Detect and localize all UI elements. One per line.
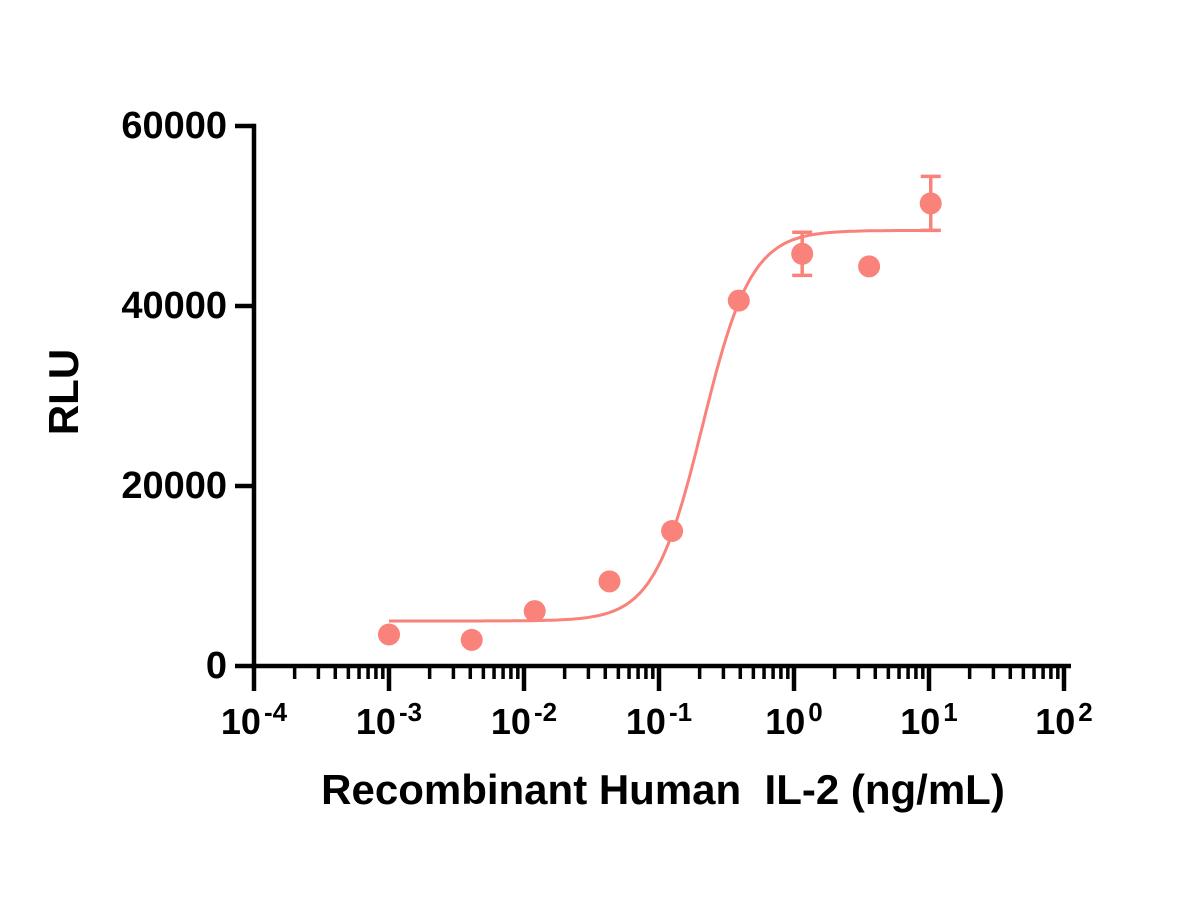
data-point [460, 628, 483, 651]
data-point [598, 570, 621, 593]
x-tick-exponent: 0 [808, 697, 822, 727]
x-tick-exponent: -2 [534, 697, 557, 727]
x-tick-label: 10 -1 [626, 697, 692, 742]
x-tick-exponent: 2 [1078, 697, 1092, 727]
x-tick-base: 10 [1035, 701, 1075, 742]
data-point [919, 192, 942, 215]
x-tick-base: 10 [765, 701, 805, 742]
y-axis-title: RLU [40, 348, 87, 436]
x-tick-label: 10 2 [1035, 697, 1093, 742]
y-tick-label: 0 [206, 645, 227, 687]
x-tick-base: 10 [626, 701, 666, 742]
x-tick-exponent: -1 [669, 697, 692, 727]
curve-fit-line [389, 228, 941, 623]
x-tick-exponent: -4 [264, 697, 288, 727]
x-axis-title: Recombinant Human IL-2 (ng/mL) [321, 766, 1005, 813]
x-tick-label: 10 -3 [356, 697, 422, 742]
x-tick-label: 10 -4 [221, 697, 288, 742]
x-tick-label: 10 0 [765, 697, 823, 742]
x-tick-base: 10 [900, 701, 940, 742]
x-tick-base: 10 [491, 701, 531, 742]
x-tick-label: 10 1 [900, 697, 958, 742]
y-tick-label: 20000 [121, 465, 227, 507]
data-point [858, 255, 881, 278]
data-point [791, 242, 814, 265]
y-tick-label: 40000 [121, 285, 227, 327]
data-point [727, 289, 750, 312]
data-point [523, 600, 546, 623]
x-tick-exponent: 1 [943, 697, 957, 727]
data-point [378, 623, 400, 646]
x-tick-base: 10 [356, 701, 396, 742]
x-tick-exponent: -3 [399, 697, 422, 727]
data-point [661, 520, 684, 542]
x-tick-base: 10 [221, 701, 261, 742]
y-tick-label: 60000 [121, 105, 227, 147]
x-tick-label: 10 -2 [491, 697, 557, 742]
